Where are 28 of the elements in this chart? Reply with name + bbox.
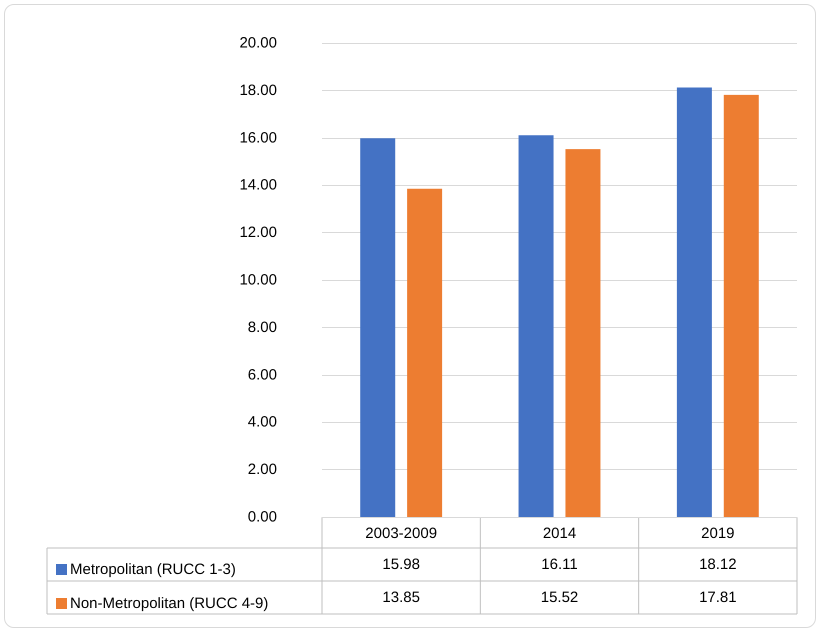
y-tick-label: 16.00 [239, 129, 277, 146]
bar [518, 135, 554, 517]
legend-label: Non-Metropolitan (RUCC 4-9) [70, 595, 268, 612]
data-label: 15.52 [540, 589, 578, 606]
bar [360, 138, 396, 517]
y-tick-label: 18.00 [239, 82, 277, 99]
data-label: 17.81 [699, 589, 737, 606]
bar [407, 188, 442, 517]
x-tick-label: 2014 [542, 525, 576, 542]
data-label: 18.12 [699, 556, 737, 573]
data-label: 15.98 [382, 556, 420, 573]
y-tick-label: 4.00 [248, 414, 277, 431]
y-tick-label: 0.00 [248, 508, 277, 526]
x-tick-label: 2019 [701, 525, 735, 542]
y-tick-label: 12.00 [239, 224, 277, 242]
y-tick-label: 2.00 [248, 461, 277, 478]
data-label: 13.85 [382, 589, 420, 606]
y-tick-label: 20.00 [239, 34, 277, 52]
y-tick-label: 14.00 [239, 176, 277, 194]
bar [565, 149, 600, 517]
data-label: 16.11 [541, 556, 578, 573]
y-tick-label: 8.00 [248, 318, 277, 336]
x-tick-label: 2003-2009 [365, 525, 438, 542]
y-tick-label: 10.00 [239, 272, 277, 288]
bar [724, 94, 759, 517]
bar [676, 88, 712, 517]
y-tick-label: 6.00 [248, 366, 277, 384]
legend-label: Metropolitan (RUCC 1-3) [70, 561, 236, 578]
